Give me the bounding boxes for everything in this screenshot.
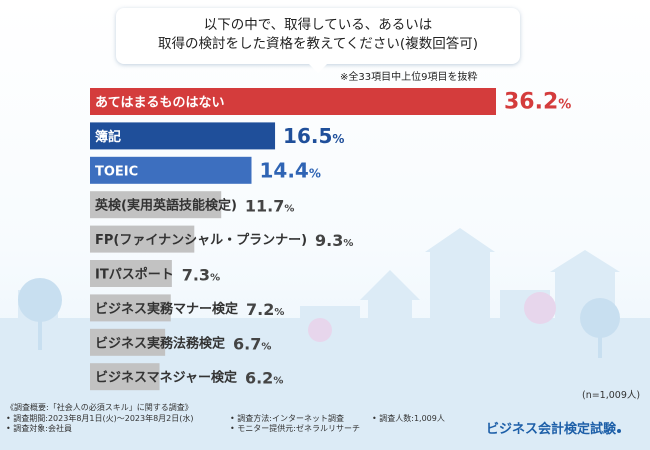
bar-label-0: あてはまるものはない — [95, 96, 224, 111]
footer-provider: • モニター提供元:ゼネラルリサーチ — [230, 424, 360, 433]
bar-label-4: FP(ファイナンシャル・プランナー) — [95, 233, 307, 248]
value-label-0: 36.2% — [504, 90, 571, 115]
value-label-6: 7.2% — [246, 300, 284, 319]
bar-8 — [90, 363, 160, 391]
bar-label-8: ビジネスマネジャー検定 — [95, 370, 237, 386]
bar-label-7: ビジネス実務法務検定 — [95, 335, 225, 351]
footer-respondents: • 調査人数:1,009人 — [372, 413, 445, 423]
footer-period: • 調査期間:2023年8月1日(火)〜2023年8月2日(水) — [6, 413, 194, 423]
question-callout: 以下の中で、取得している、あるいは 取得の検討をした資格を教えてください(複数回… — [116, 8, 520, 73]
footer-method: • 調査方法:インターネット調査 — [230, 413, 344, 423]
bar-2 — [90, 156, 252, 184]
bar-label-5: ITパスポート — [95, 267, 174, 283]
value-label-5: 7.3% — [182, 266, 220, 285]
bar-1 — [90, 122, 276, 150]
question-line-1: 以下の中で、取得している、あるいは — [203, 17, 433, 33]
brand-name: ビジネス会計検定試験 — [486, 422, 617, 437]
value-label-3: 11.7% — [245, 197, 295, 216]
value-label-7: 6.7% — [233, 334, 271, 353]
bar-label-1: 簿記 — [95, 129, 121, 145]
value-label-4: 9.3% — [315, 231, 353, 250]
footer-target: • 調査対象:会社員 — [6, 424, 72, 433]
bar-label-6: ビジネス実務マナー検定 — [95, 301, 238, 317]
value-label-2: 14.4% — [260, 158, 321, 182]
bar-5 — [90, 260, 172, 287]
selection-note: ※全33項目中上位9項目を抜粋 — [340, 72, 478, 83]
bar-3 — [90, 191, 222, 219]
sample-size: (n=1,009人) — [582, 390, 641, 401]
value-label-1: 16.5% — [283, 124, 344, 148]
bar-7 — [90, 328, 166, 356]
footer-overview: 《調査概要:「社会人の必須スキル」に関する調査》 — [6, 403, 193, 412]
bar-0 — [90, 88, 496, 115]
brand-dot-icon — [617, 429, 622, 433]
value-label-8: 6.2% — [245, 369, 283, 388]
bar-label-3: 英検(実用英語技能検定) — [94, 198, 237, 214]
question-line-2: 取得の検討をした資格を教えてください(複数回答可) — [158, 36, 478, 52]
brand-logo: ビジネス会計検定試験 — [486, 418, 622, 437]
bar-label-2: TOEIC — [95, 164, 138, 179]
bar-chart: あてはまるものはない 36.2% 簿記 16.5% TOEIC 14.4% 英検(実用英語技… — [90, 88, 571, 391]
bar-6 — [90, 294, 171, 322]
bar-4 — [90, 225, 195, 253]
